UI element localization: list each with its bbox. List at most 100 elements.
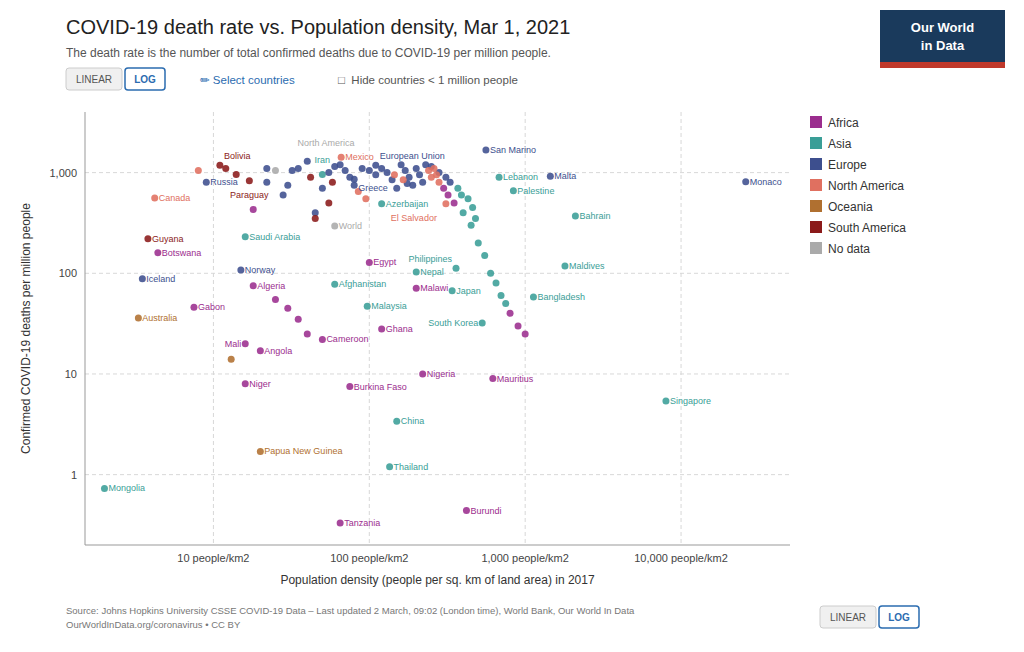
point-label: Gabon: [198, 302, 225, 312]
point: [325, 199, 332, 206]
point: [391, 171, 398, 178]
point-label: Nigeria: [427, 369, 456, 379]
point: [222, 165, 229, 172]
legend-swatch: [810, 179, 822, 191]
point: [468, 222, 475, 229]
point: [250, 282, 257, 289]
point: [242, 340, 249, 347]
point: [482, 146, 489, 153]
toggle-button: [879, 606, 919, 628]
point: [237, 266, 244, 273]
point: [338, 154, 345, 161]
point-label: Burundi: [470, 506, 501, 516]
legend-swatch: [810, 116, 822, 128]
point: [242, 233, 249, 240]
x-tick-label: 100 people/km2: [330, 552, 408, 564]
point-label: Bolivia: [224, 151, 251, 161]
point: [436, 179, 443, 186]
legend-label: South America: [828, 221, 906, 235]
point-label: North America: [297, 138, 354, 148]
point-label: World: [339, 221, 362, 231]
point-label: San Marino: [490, 145, 536, 155]
y-tick-label: 10: [65, 368, 77, 380]
point: [307, 174, 314, 181]
point: [257, 347, 264, 354]
point: [475, 239, 482, 246]
point: [469, 204, 476, 211]
grid-line-x: [681, 112, 682, 545]
toggle-button-label: LOG: [888, 612, 910, 623]
point: [263, 179, 270, 186]
point: [398, 161, 405, 168]
x-tick-label: 10,000 people/km2: [634, 552, 728, 564]
point: [228, 356, 235, 363]
point: [413, 285, 420, 292]
point: [250, 206, 257, 213]
background: [0, 0, 1024, 652]
point: [453, 265, 460, 272]
y-axis-label: Confirmed COVID-19 deaths per million pe…: [19, 203, 33, 454]
point: [502, 300, 509, 307]
point-label: Malawi: [420, 283, 448, 293]
point: [393, 418, 400, 425]
point: [242, 380, 249, 387]
point: [440, 185, 447, 192]
point-label: Bahrain: [579, 211, 610, 221]
point-label: Saudi Arabia: [249, 232, 300, 242]
point: [463, 507, 470, 514]
point: [312, 215, 319, 222]
point: [346, 174, 353, 181]
point-label: Tanzania: [344, 518, 380, 528]
point-label: Afghanistan: [339, 279, 387, 289]
y-tick-label: 1: [71, 469, 77, 481]
grid-line-x: [369, 112, 370, 545]
point-label: South Korea: [428, 318, 478, 328]
point-label: Mongolia: [108, 483, 145, 493]
point: [257, 448, 264, 455]
point-label: Bangladesh: [537, 292, 585, 302]
point: [304, 158, 311, 165]
point: [263, 165, 270, 172]
point: [458, 191, 465, 198]
point: [454, 185, 461, 192]
point: [319, 171, 326, 178]
point: [447, 179, 454, 186]
point-label: Russia: [210, 177, 238, 187]
point: [325, 169, 332, 176]
point-label: El Salvador: [391, 213, 437, 223]
point: [362, 195, 369, 202]
point: [479, 320, 486, 327]
point: [135, 314, 142, 321]
point: [430, 165, 437, 172]
point-label: Cameroon: [326, 334, 368, 344]
point: [384, 169, 391, 176]
point: [449, 287, 456, 294]
point: [304, 330, 311, 337]
point: [144, 235, 151, 242]
point: [393, 185, 400, 192]
point: [154, 249, 161, 256]
point-label: Greece: [358, 183, 388, 193]
point-label: Philippines: [408, 254, 452, 264]
grid-line-y: [85, 474, 790, 475]
logo-text: in Data: [921, 38, 965, 53]
source: OurWorldInData.org/coronavirus • CC BY: [66, 619, 241, 630]
point: [139, 275, 146, 282]
toggle-button-label: LOG: [134, 74, 156, 85]
point: [319, 336, 326, 343]
point: [460, 209, 467, 216]
point: [416, 171, 423, 178]
point-label: Algeria: [257, 281, 285, 291]
y-axis-line: [85, 112, 86, 545]
point: [295, 316, 302, 323]
x-tick-label: 1,000 people/km2: [481, 552, 568, 564]
point: [331, 222, 338, 229]
x-axis-line: [85, 545, 790, 546]
toggle-button: [820, 606, 876, 628]
point-label: Malta: [554, 171, 576, 181]
points: [101, 146, 749, 526]
point: [451, 199, 458, 206]
logo-box: [880, 10, 1005, 62]
point: [284, 182, 291, 189]
control-text: □ Hide countries < 1 million people: [338, 74, 518, 86]
